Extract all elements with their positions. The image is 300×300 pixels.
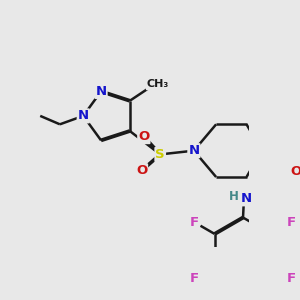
Text: N: N — [188, 144, 200, 157]
Text: F: F — [287, 272, 296, 285]
Text: CH₃: CH₃ — [147, 80, 169, 89]
Text: H: H — [229, 190, 238, 203]
Text: S: S — [155, 148, 165, 161]
Text: N: N — [78, 110, 89, 122]
Text: O: O — [290, 165, 300, 178]
Text: O: O — [136, 164, 147, 177]
Text: N: N — [95, 85, 106, 98]
Text: F: F — [190, 216, 199, 229]
Text: F: F — [287, 216, 296, 229]
Text: F: F — [190, 272, 199, 285]
Text: O: O — [138, 130, 149, 143]
Text: N: N — [241, 192, 252, 206]
